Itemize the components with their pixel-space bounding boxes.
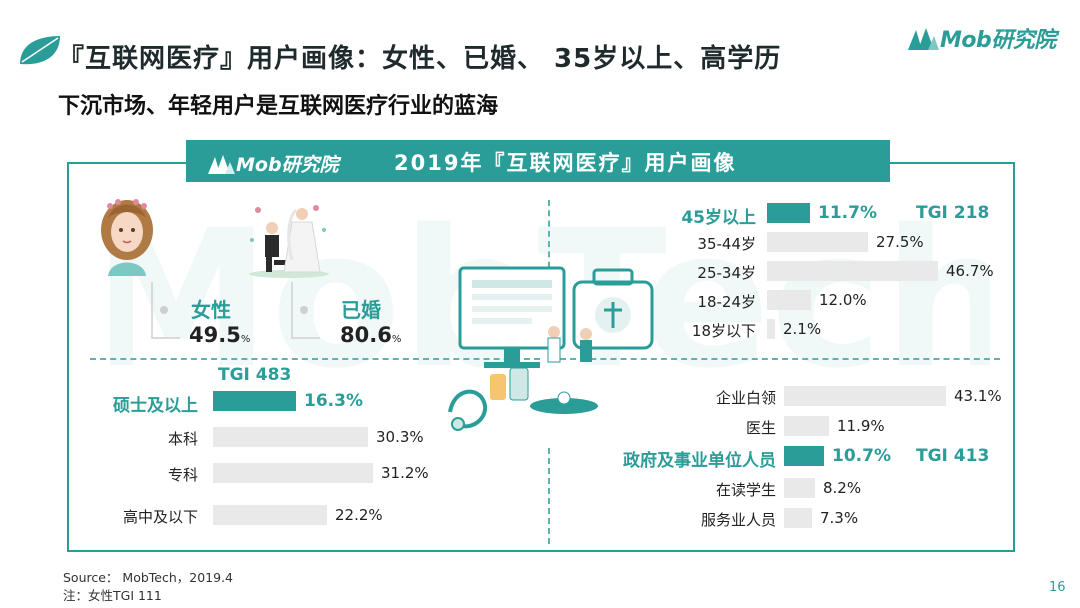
- age-value-label: 12.0%: [819, 291, 867, 309]
- occ-value-label: 8.2%: [823, 479, 862, 497]
- edu-value-label: 16.3%: [304, 391, 363, 411]
- occ-category-label: 在读学生: [715, 481, 776, 499]
- footer-note: 注：女性TGI 111: [63, 588, 162, 603]
- age-bar: [767, 203, 810, 223]
- page-title: 『互联网医疗』用户画像：女性、已婚、 35岁以上、高学历: [58, 44, 782, 74]
- banner-mob-logo-icon: [208, 154, 235, 174]
- edu-bar: [213, 505, 327, 525]
- age-bar: [767, 232, 868, 252]
- occ-bar: [784, 508, 812, 528]
- stat-value-married: 80.6%: [340, 323, 402, 347]
- occ-value-label: 10.7%: [832, 446, 891, 466]
- footer-source: Source： MobTech，2019.4: [63, 570, 234, 585]
- occ-category-label: 企业白领: [715, 389, 776, 407]
- medical-illustration-icon: [448, 266, 654, 431]
- edu-value-label: 30.3%: [376, 428, 424, 446]
- occ-category-label: 政府及事业单位人员: [623, 451, 776, 471]
- divider-vertical-bottom: [548, 448, 550, 544]
- mob-logo-icon: [908, 28, 939, 50]
- age-category-label: 18岁以下: [691, 322, 756, 340]
- divider-left: [90, 358, 540, 360]
- edu-value-label: 22.2%: [335, 506, 383, 524]
- stat-label-married: 已婚: [341, 298, 381, 322]
- occ-value-label: 7.3%: [820, 509, 859, 527]
- leaf-decoration-icon: [20, 36, 60, 65]
- infographic-title: 2019年『互联网医疗』用户画像: [394, 151, 737, 175]
- age-category-label: 35-44岁: [697, 235, 756, 253]
- edu-category-label: 硕士及以上: [113, 396, 198, 416]
- gender-bracket: [151, 282, 180, 339]
- page-subtitle: 下沉市场、年轻用户是互联网医疗行业的蓝海: [58, 94, 499, 119]
- brand-text: Mob研究院: [940, 28, 1056, 53]
- occ-bar: [784, 416, 829, 436]
- age-value-label: 11.7%: [818, 203, 877, 223]
- occ-tgi-label: TGI 413: [916, 446, 990, 466]
- edu-bar: [213, 463, 373, 483]
- age-category-label: 45岁以上: [681, 208, 756, 228]
- age-tgi-label: TGI 218: [916, 203, 990, 223]
- age-value-label: 27.5%: [876, 233, 924, 251]
- occ-bar: [784, 386, 946, 406]
- age-value-label: 46.7%: [946, 262, 994, 280]
- edu-category-label: 专科: [167, 466, 198, 484]
- brand-logo: Mob研究院: [906, 22, 1056, 54]
- age-bar: [767, 319, 775, 339]
- stat-value-female: 49.5%: [189, 323, 251, 347]
- edu-tgi-label: TGI 483: [218, 365, 292, 385]
- age-value-label: 2.1%: [783, 320, 822, 338]
- stat-label-female: 女性: [191, 298, 231, 322]
- divider-right: [560, 358, 1000, 360]
- age-bar: [767, 290, 811, 310]
- banner-brand: Mob研究院: [206, 150, 339, 177]
- edu-value-label: 31.2%: [381, 464, 429, 482]
- banner-brand-text: Mob研究院: [236, 154, 339, 176]
- occ-category-label: 服务业人员: [700, 511, 776, 529]
- age-bar: [767, 261, 938, 281]
- occ-category-label: 医生: [745, 419, 776, 437]
- age-category-label: 18-24岁: [697, 293, 756, 311]
- occ-bar: [784, 446, 824, 466]
- occ-value-label: 43.1%: [954, 387, 1002, 405]
- age-category-label: 25-34岁: [697, 264, 756, 282]
- wedding-couple-icon: [246, 200, 332, 282]
- edu-bar: [213, 391, 296, 411]
- edu-category-label: 高中及以下: [122, 508, 198, 526]
- occ-value-label: 11.9%: [837, 417, 885, 435]
- page-number: 16: [1049, 580, 1066, 595]
- edu-bar: [213, 427, 368, 447]
- woman-portrait-icon: [96, 196, 158, 280]
- marital-bracket: [291, 282, 320, 339]
- infographic-banner: [186, 140, 890, 182]
- occ-bar: [784, 478, 815, 498]
- edu-category-label: 本科: [167, 430, 198, 448]
